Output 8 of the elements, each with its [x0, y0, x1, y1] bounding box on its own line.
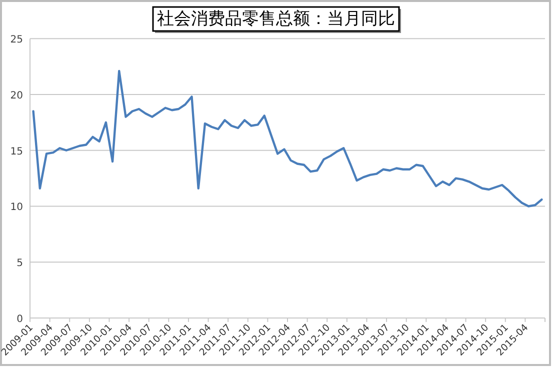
- y-tick-label: 0: [16, 314, 23, 325]
- y-tick-label: 5: [16, 258, 23, 270]
- y-tick-label: 10: [10, 202, 23, 214]
- y-tick-label: 20: [10, 90, 23, 102]
- y-tick-label: 25: [10, 34, 23, 46]
- line-series: [32, 70, 543, 208]
- y-tick-label: 15: [10, 146, 23, 158]
- chart-title: 社会消费品零售总额：当月同比: [157, 9, 395, 29]
